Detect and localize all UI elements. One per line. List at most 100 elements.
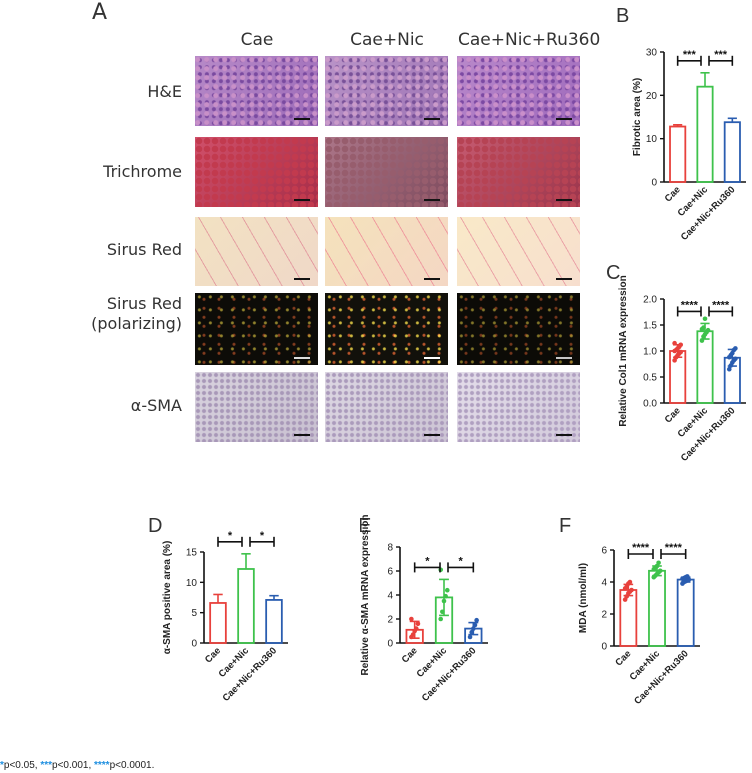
y-tick-label: 6 [387,567,393,578]
significance-label: * [459,555,464,567]
chart-panel-b: B 0 10 20 30 Fibrotic area (%) Cae Cae+Nic Cae+N… [598,0,752,255]
histology-column-header: Cae+Nic [350,30,424,50]
data-point [443,593,448,599]
histology-row-label: Sirus Red (polarizing) [32,294,182,334]
footnote-sig2: *** [40,760,53,771]
y-axis-label: MDA (nmol/ml) [578,563,589,633]
data-point [469,629,474,635]
panel-letter: C [606,262,620,284]
bar-cae-nic-ru360 [676,578,695,647]
histology-image-sirius-2 [457,217,580,286]
significance-bracket: **** [676,299,702,317]
data-point [701,325,706,330]
footnote: *p<0.05, ***p<0.001, ****p<0.0001. [0,760,154,771]
x-tick-label: Cae [400,645,420,665]
y-tick-label: 2 [387,615,393,626]
panel-letter: E [360,515,371,537]
data-point [440,609,445,615]
data-point [414,626,419,631]
significance-label: **** [681,299,699,311]
histology-image-polar-2 [457,293,580,365]
significance-bracket: **** [660,542,687,559]
y-tick-label: 0 [191,639,197,650]
histology-image-he-2 [457,56,580,126]
histology-image-sma-2 [457,372,580,442]
panel-a-label: A [92,0,108,25]
data-point [471,626,476,631]
y-tick-label: 1.5 [643,321,657,332]
significance-label: *** [683,49,697,61]
chart-svg: E 0 2 4 6 8 Relative α-SMA mRNA expression CaeC… [358,514,488,704]
x-tick-label: Cae [663,405,683,425]
bar-cae-nic [696,330,714,404]
significance-bracket: * [217,530,243,547]
histology-row-label: Trichrome [32,162,182,182]
data-point [656,560,661,566]
data-point [474,617,479,623]
scale-bar [556,199,572,201]
significance-bracket: *** [676,49,702,66]
y-tick-label: 15 [186,548,198,559]
y-tick-label: 4 [387,591,393,602]
row-label-line1: Sirus Red [106,240,182,259]
scale-bar [556,434,572,436]
bar-cae [669,125,687,183]
histology-image-sma-1 [325,372,448,442]
histology-image-he-0 [195,56,318,126]
data-point [444,587,450,593]
scale-bar [424,434,440,436]
histology-row-label: H&E [32,82,182,102]
y-tick-label: 0.0 [643,399,657,410]
footnote-sig1: * [0,760,4,771]
y-tick-label: 8 [387,543,393,554]
histology-column-header: Cae+Nic+Ru360 [458,30,601,50]
histology-image-he-1 [325,56,448,126]
histology-row-label: α-SMA [32,396,182,416]
significance-label: * [228,530,233,542]
x-tick-label: Cae [663,184,683,204]
y-tick-label: 2.0 [643,295,657,306]
bar-cae [619,589,638,647]
footnote-text3: p<0.0001. [109,760,155,771]
histology-row-label: Sirus Red [32,240,182,260]
x-tick-label: Cae [203,645,223,665]
y-axis-label: Relative α-SMA mRNA expression [360,514,371,675]
chart-panel-f: F 0 2 4 6 MDA (nmol/ml) Cae Cae+Nic Cae+Nic+Ru36… [559,510,720,750]
significance-bracket: * [413,555,441,573]
data-point [415,621,421,627]
chart-svg: C 0.0 0.5 1.0 1.5 2.0 Relative Col1 mRNA expre… [606,262,746,464]
bar-cae-nic [237,568,255,644]
row-label-line1: Trichrome [103,162,182,181]
y-tick-label: 30 [646,48,658,59]
data-point [629,587,634,593]
y-tick-label: 2 [601,610,607,621]
significance-bracket: * [249,530,275,547]
significance-label: * [425,555,430,567]
y-tick-label: 0 [387,639,393,650]
data-point [410,632,416,637]
scale-bar [424,118,440,120]
data-point [684,574,690,579]
data-point [627,579,633,585]
y-axis-label: Fibrotic area (%) [632,78,643,156]
chart-panel-e: E 0 2 4 6 8 Relative α-SMA mRNA expression Cae C… [358,510,520,750]
data-point [441,598,447,604]
chart-panel-c: C 0.0 0.5 1.0 1.5 2.0 Relative Col1 mRNA expre… [598,255,752,500]
significance-label: **** [712,299,730,311]
significance-bracket: **** [708,299,734,317]
scale-bar [424,357,440,359]
histology-image-trichrome-2 [457,137,580,207]
histology-image-sma-0 [195,372,318,442]
y-tick-label: 1.0 [643,347,657,358]
data-point [472,622,478,628]
y-tick-label: 6 [601,546,607,557]
y-tick-label: 5 [191,608,197,619]
data-point [733,346,738,351]
x-tick-label: Cae+Nic+Ru360 [420,645,479,704]
y-tick-label: 20 [646,91,658,102]
panel-letter: D [148,515,162,537]
data-point [467,634,473,640]
y-axis-label: α-SMA positive area (%) [162,541,173,655]
bar-cae-nic-ru360 [723,121,741,183]
panel-letter: F [560,515,571,537]
